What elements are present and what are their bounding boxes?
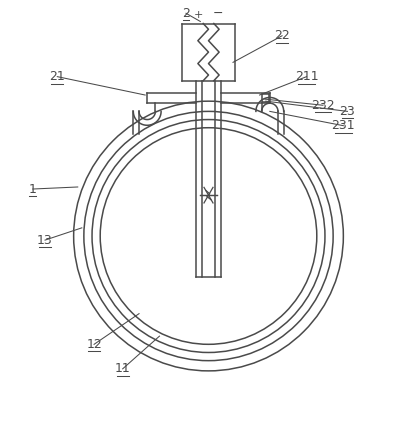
Bar — [262, 94, 269, 102]
Text: 232: 232 — [311, 99, 335, 112]
Text: −: − — [212, 7, 223, 20]
Text: 231: 231 — [332, 119, 355, 132]
Text: 2: 2 — [182, 7, 190, 20]
Text: 1: 1 — [29, 182, 37, 195]
Text: 211: 211 — [295, 70, 319, 83]
Text: +: + — [193, 10, 203, 20]
Text: 21: 21 — [50, 70, 65, 83]
Text: 11: 11 — [115, 363, 131, 375]
Text: 23: 23 — [339, 105, 355, 118]
Text: 22: 22 — [274, 29, 290, 42]
Text: 13: 13 — [37, 233, 53, 247]
Text: 12: 12 — [86, 338, 102, 351]
